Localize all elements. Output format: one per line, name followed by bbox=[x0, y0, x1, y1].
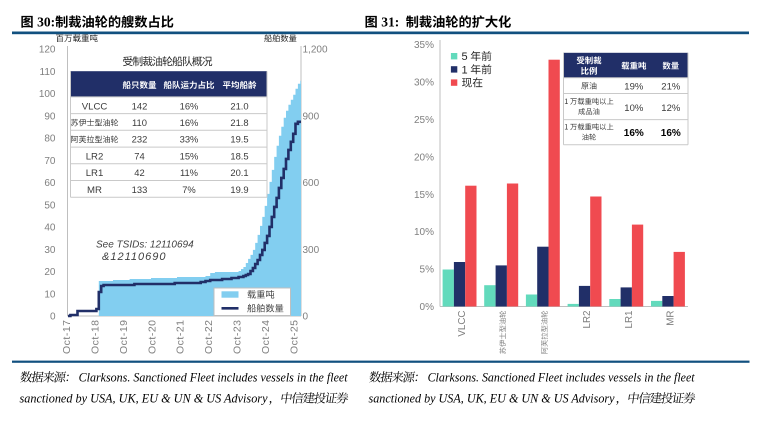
svg-text:LR2: LR2 bbox=[582, 311, 593, 329]
svg-text:100: 100 bbox=[39, 89, 56, 100]
svg-text:18.5: 18.5 bbox=[230, 150, 248, 161]
svg-text:15%: 15% bbox=[414, 190, 434, 201]
svg-text:Oct-21: Oct-21 bbox=[175, 320, 187, 355]
svg-text:110: 110 bbox=[132, 117, 147, 128]
svg-text:300: 300 bbox=[303, 245, 320, 256]
svg-text:25%: 25% bbox=[414, 115, 434, 126]
svg-text:VLCC: VLCC bbox=[82, 101, 108, 112]
svg-text:See TSIDs: 12110694: See TSIDs: 12110694 bbox=[96, 240, 194, 251]
svg-text:10%: 10% bbox=[414, 227, 434, 238]
svg-text:21%: 21% bbox=[661, 82, 681, 93]
svg-text:33%: 33% bbox=[180, 134, 199, 145]
svg-text:10: 10 bbox=[44, 289, 56, 300]
svg-text:35%: 35% bbox=[414, 40, 434, 51]
svg-text:MR: MR bbox=[87, 185, 102, 196]
svg-text:16%: 16% bbox=[661, 128, 681, 139]
svg-text:MR: MR bbox=[666, 311, 677, 326]
svg-text:42: 42 bbox=[134, 167, 144, 178]
svg-text:16%: 16% bbox=[180, 100, 199, 111]
svg-text:19%: 19% bbox=[624, 82, 644, 93]
svg-text:&12110690: &12110690 bbox=[102, 251, 166, 263]
svg-text:232: 232 bbox=[132, 134, 148, 145]
svg-text:19.5: 19.5 bbox=[230, 134, 248, 145]
svg-text:sanctioned by USA, UK, EU & UN: sanctioned by USA, UK, EU & UN & US Advi… bbox=[369, 391, 615, 406]
svg-text:Oct-20: Oct-20 bbox=[146, 320, 158, 355]
svg-text:Oct-17: Oct-17 bbox=[61, 320, 73, 355]
svg-text:30: 30 bbox=[44, 245, 56, 256]
svg-text:sanctioned by USA, UK, EU & UN: sanctioned by USA, UK, EU & UN & US Advi… bbox=[20, 391, 268, 406]
svg-text:0: 0 bbox=[303, 312, 309, 323]
svg-text:Clarksons. Sanctioned Fleet in: Clarksons. Sanctioned Fleet includes ves… bbox=[79, 370, 348, 385]
svg-text:70: 70 bbox=[44, 156, 56, 167]
svg-text:16%: 16% bbox=[624, 128, 644, 139]
svg-text:16%: 16% bbox=[180, 117, 199, 128]
svg-text:50: 50 bbox=[44, 200, 56, 211]
svg-text:1,200: 1,200 bbox=[303, 45, 328, 56]
svg-text:5%: 5% bbox=[420, 265, 435, 276]
svg-text:133: 133 bbox=[132, 184, 148, 195]
svg-text:31:: 31: bbox=[381, 15, 399, 30]
svg-text:7%: 7% bbox=[182, 184, 196, 195]
svg-text:60: 60 bbox=[44, 178, 56, 189]
svg-text:12%: 12% bbox=[661, 103, 681, 114]
svg-text:40: 40 bbox=[44, 223, 56, 234]
svg-text:5: 5 bbox=[462, 51, 468, 63]
svg-text:90: 90 bbox=[44, 111, 56, 122]
svg-text:Oct-23: Oct-23 bbox=[232, 320, 244, 355]
svg-text:21.8: 21.8 bbox=[230, 117, 248, 128]
svg-text:30:: 30: bbox=[37, 15, 55, 30]
svg-text:0: 0 bbox=[50, 312, 56, 323]
svg-text:74: 74 bbox=[134, 150, 144, 161]
svg-text:19.9: 19.9 bbox=[230, 184, 248, 195]
svg-text:Oct-18: Oct-18 bbox=[89, 320, 101, 355]
svg-text:30%: 30% bbox=[414, 78, 434, 89]
svg-text:0%: 0% bbox=[420, 302, 435, 313]
svg-text:LR2: LR2 bbox=[86, 151, 104, 162]
svg-text:21.0: 21.0 bbox=[230, 100, 248, 111]
svg-text:600: 600 bbox=[303, 178, 320, 189]
svg-text:20.1: 20.1 bbox=[230, 167, 248, 178]
svg-text:Oct-24: Oct-24 bbox=[260, 320, 272, 355]
svg-text:Oct-25: Oct-25 bbox=[288, 320, 300, 355]
svg-text:VLCC: VLCC bbox=[457, 311, 468, 337]
svg-text:LR1: LR1 bbox=[86, 168, 104, 179]
svg-text:20%: 20% bbox=[414, 152, 434, 163]
svg-text:LR1: LR1 bbox=[624, 311, 635, 329]
svg-text:142: 142 bbox=[132, 100, 148, 111]
svg-text:Clarksons. Sanctioned Fleet in: Clarksons. Sanctioned Fleet includes ves… bbox=[428, 370, 695, 385]
svg-text:110: 110 bbox=[40, 67, 56, 78]
svg-text:10%: 10% bbox=[624, 103, 644, 114]
svg-text:Oct-19: Oct-19 bbox=[118, 320, 130, 355]
svg-text:120: 120 bbox=[39, 45, 56, 56]
svg-text:900: 900 bbox=[303, 111, 320, 122]
svg-text:80: 80 bbox=[44, 134, 56, 145]
svg-text:Oct-22: Oct-22 bbox=[203, 320, 215, 355]
svg-text:1: 1 bbox=[462, 64, 468, 76]
svg-text:11%: 11% bbox=[180, 167, 198, 178]
svg-text:20: 20 bbox=[44, 267, 56, 278]
svg-text:15%: 15% bbox=[180, 150, 199, 161]
